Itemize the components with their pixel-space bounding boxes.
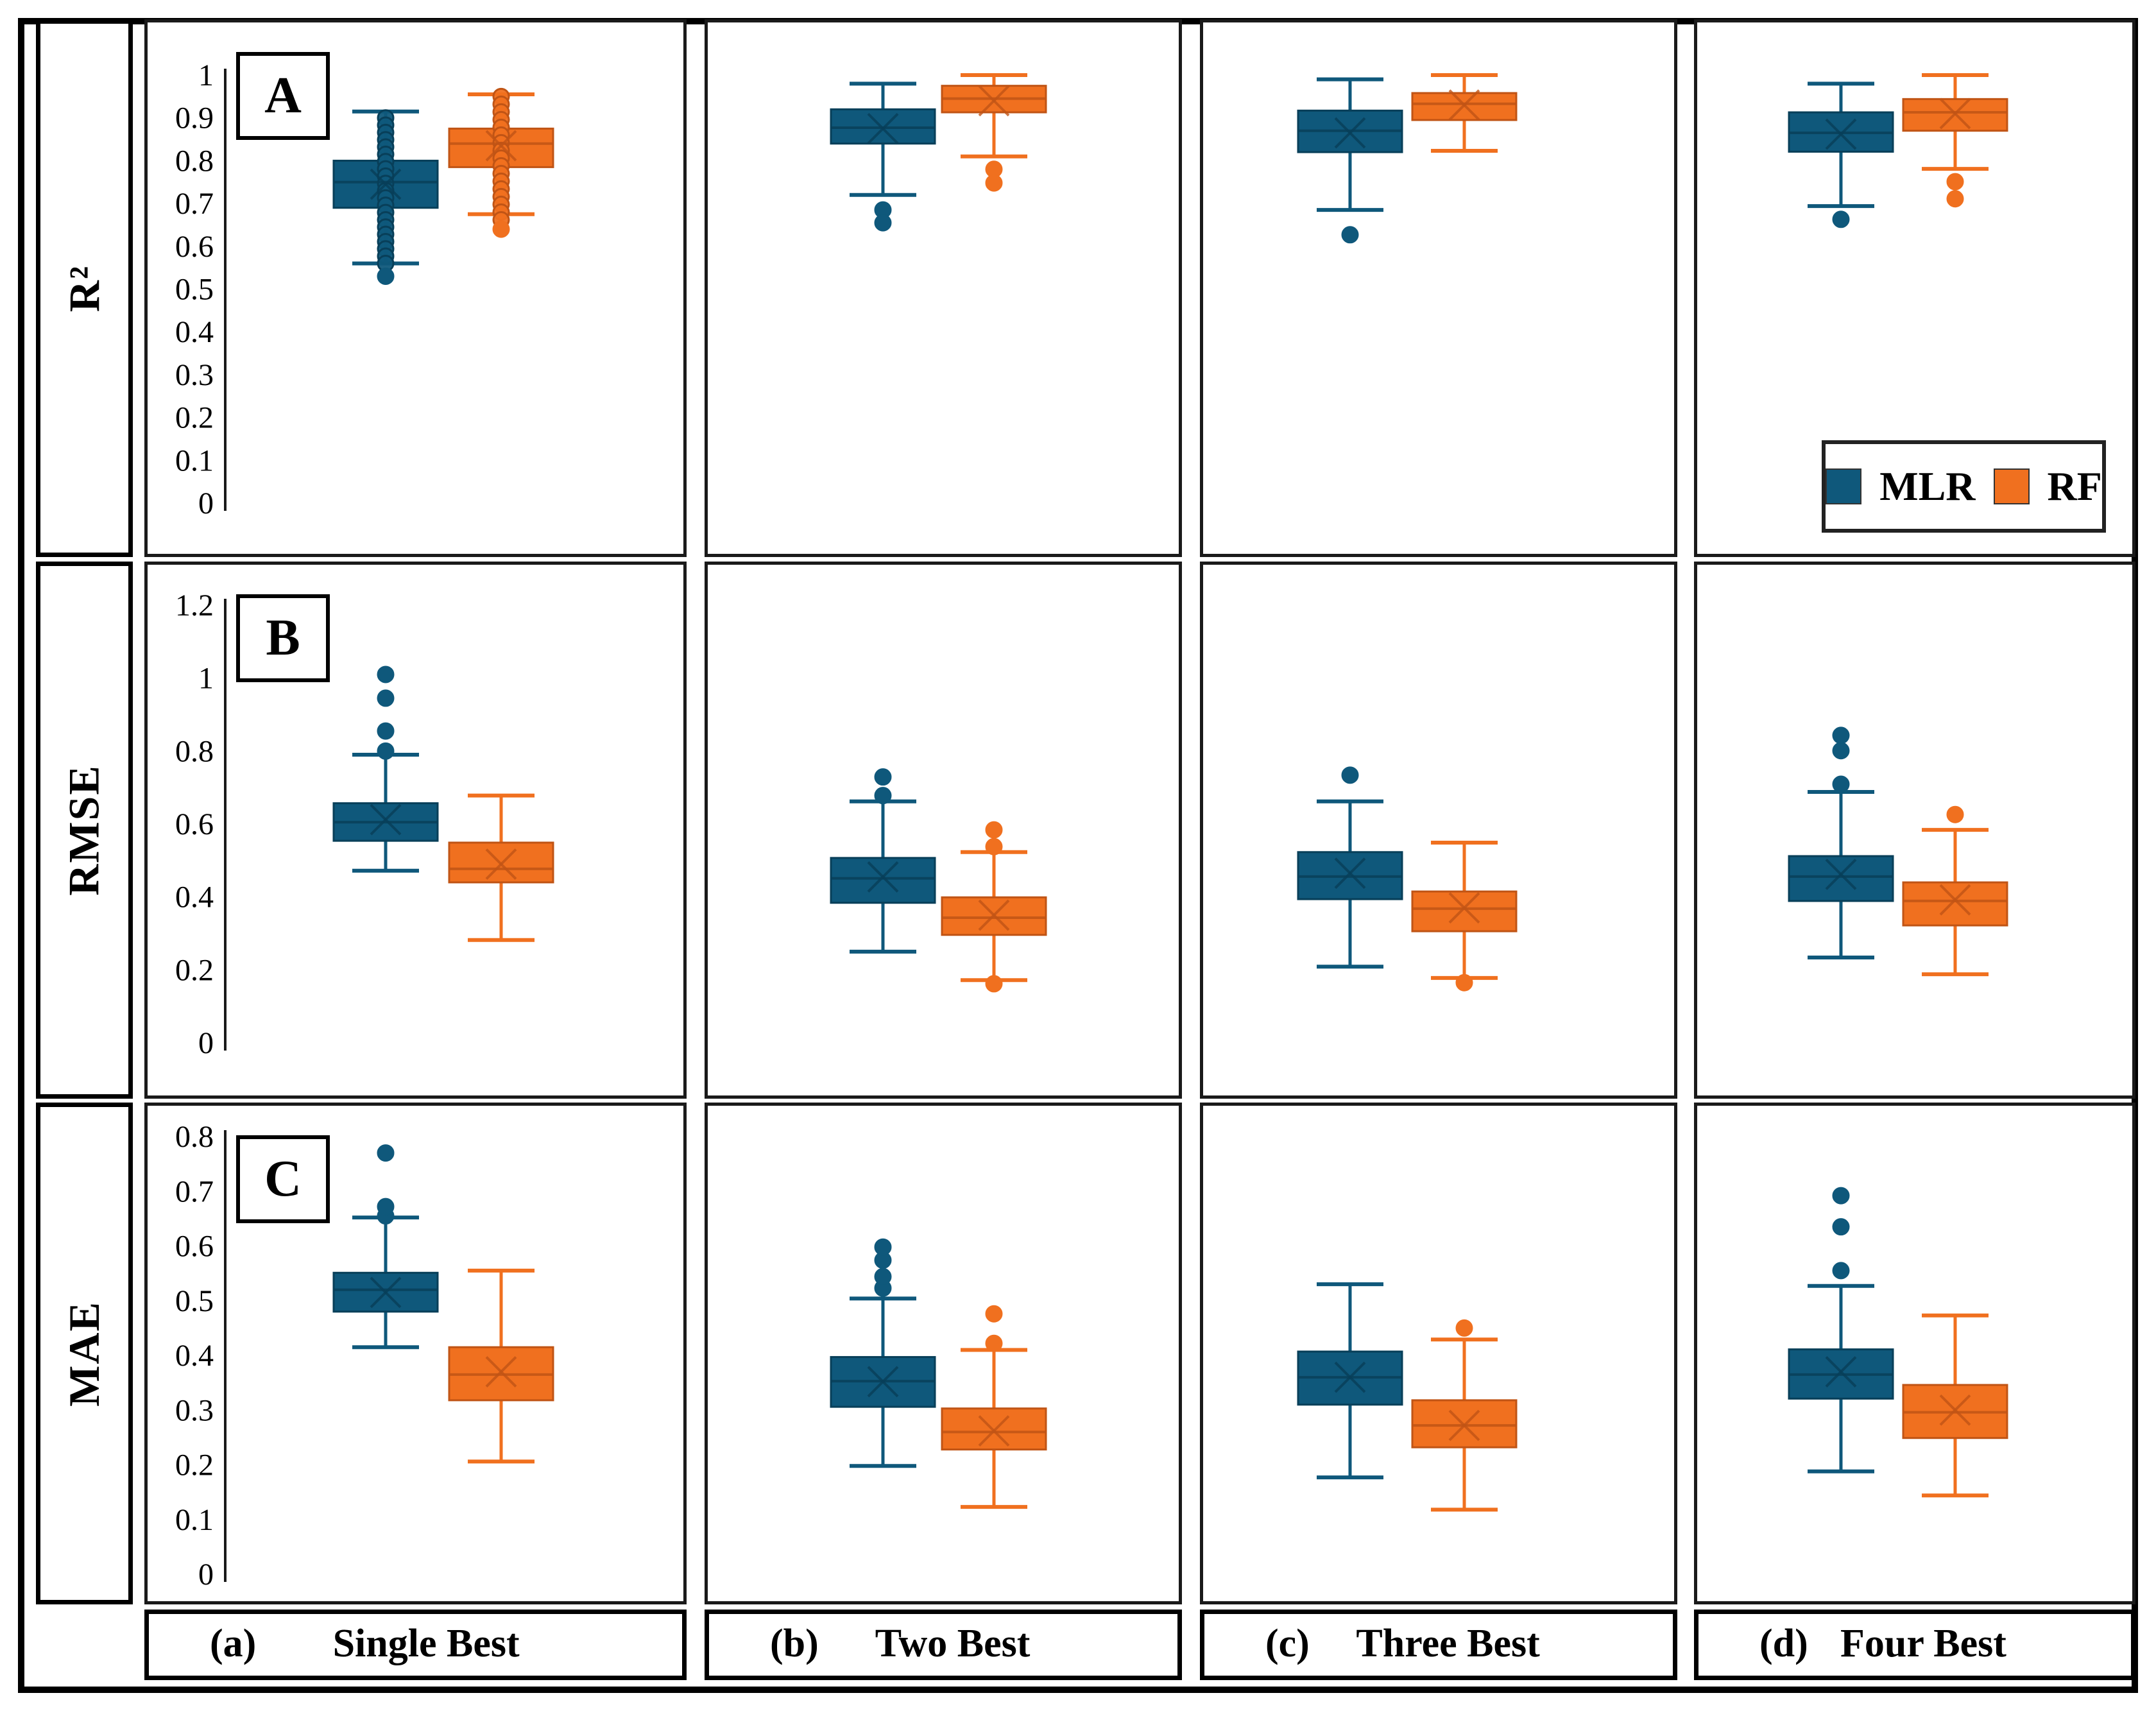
svg-text:0.2: 0.2: [175, 953, 214, 987]
legend: MLR RF: [1822, 440, 2106, 533]
svg-text:0.5: 0.5: [175, 273, 214, 307]
panel-letter-b: B: [236, 594, 330, 682]
panel-0-1: [705, 19, 1182, 557]
boxplot-mae-four-best: [1788, 1187, 2008, 1498]
svg-text:0.4: 0.4: [175, 1339, 214, 1373]
svg-text:1: 1: [198, 662, 214, 696]
panel-2-1: [705, 1103, 1182, 1604]
col-index-b: (b): [770, 1622, 819, 1666]
panel-1-2: [1200, 562, 1677, 1099]
svg-text:0.7: 0.7: [175, 187, 214, 221]
svg-text:1: 1: [198, 58, 214, 92]
svg-text:0.3: 0.3: [175, 1393, 214, 1427]
svg-text:0.4: 0.4: [175, 315, 214, 349]
col-title-four-best: Four Best: [1840, 1622, 2006, 1666]
svg-text:0.6: 0.6: [175, 230, 214, 264]
col-label-four-best: (d) Four Best: [1694, 1610, 2135, 1680]
svg-text:0.7: 0.7: [175, 1174, 214, 1208]
panel-1-1: [705, 562, 1182, 1099]
panel-2-3: [1694, 1103, 2135, 1604]
boxplot-r2-two-best: [830, 73, 1047, 232]
boxplot-mae-single-best: 0.8 0.7 0.6 0.5 0.4 0.3 0.2 0.1 0: [175, 1120, 554, 1592]
col-label-two-best: (b) Two Best: [705, 1610, 1182, 1680]
svg-text:0: 0: [198, 1026, 214, 1060]
panel-0-3: MLR RF: [1694, 19, 2135, 557]
svg-text:0.8: 0.8: [175, 1120, 214, 1154]
svg-text:0.8: 0.8: [175, 144, 214, 178]
col-title-two-best: Two Best: [875, 1622, 1031, 1666]
legend-label-mlr: MLR: [1879, 463, 1976, 509]
panel-2-2: [1200, 1103, 1677, 1604]
col-index-d: (d): [1759, 1622, 1808, 1666]
row-label-rmse: RMSE: [60, 764, 108, 896]
svg-text:0: 0: [198, 1558, 214, 1592]
boxplot-r2-single-best: 1 0.9 0.8 0.7 0.6 0.5 0.4 0.3 0.2 0.1 0: [175, 58, 554, 520]
panel-letter-c: C: [236, 1135, 330, 1223]
svg-text:0.4: 0.4: [175, 880, 214, 915]
svg-text:0.9: 0.9: [175, 101, 214, 135]
panel-1-0: B 1.2 1 0.8 0.6 0.4 0.2 0: [144, 562, 687, 1099]
panel-letter-a: A: [236, 52, 330, 140]
boxplot-rmse-single-best: 1.2 1 0.8 0.6 0.4 0.2 0: [175, 588, 554, 1060]
row-label-r2: R²: [60, 264, 108, 312]
svg-text:1.2: 1.2: [175, 588, 214, 623]
panel-1-3: [1694, 562, 2135, 1099]
panel-2-0: C 0.8 0.7 0.6 0.5 0.4 0.3 0.2 0.1 0: [144, 1103, 687, 1604]
col-title-three-best: Three Best: [1356, 1622, 1540, 1666]
row-label-cell-2: MAE: [36, 1103, 133, 1604]
svg-text:0.6: 0.6: [175, 807, 214, 841]
boxplot-rmse-four-best: [1788, 726, 2008, 977]
svg-text:0.2: 0.2: [175, 401, 214, 435]
svg-text:0.5: 0.5: [175, 1284, 214, 1318]
svg-text:0.1: 0.1: [175, 1503, 214, 1537]
boxplot-r2-three-best: [1297, 73, 1518, 244]
boxplot-mae-two-best: [830, 1238, 1047, 1509]
row-label-cell-0: R²: [36, 19, 133, 557]
boxplot-r2-four-best: [1788, 73, 2008, 228]
col-title-single-best: Single Best: [332, 1622, 520, 1666]
svg-text:0.1: 0.1: [175, 443, 214, 477]
row-label-cell-1: RMSE: [36, 562, 133, 1099]
col-label-three-best: (c) Three Best: [1200, 1610, 1677, 1680]
col-index-a: (a): [210, 1622, 257, 1666]
svg-text:0: 0: [198, 486, 214, 520]
svg-text:0.8: 0.8: [175, 734, 214, 768]
row-label-mae: MAE: [60, 1300, 108, 1407]
legend-label-rf: RF: [2047, 463, 2102, 509]
legend-swatch-rf-icon: [1993, 468, 2030, 504]
legend-swatch-mlr-icon: [1826, 468, 1862, 504]
panel-0-2: [1200, 19, 1677, 557]
col-label-single-best: (a) Single Best: [144, 1610, 687, 1680]
col-index-c: (c): [1265, 1622, 1310, 1666]
boxplot-mae-three-best: [1297, 1282, 1518, 1512]
panel-0-0: A 1 0.9 0.8 0.7 0.6 0.5 0.4 0.3 0.2 0.1 0: [144, 19, 687, 557]
svg-text:0.2: 0.2: [175, 1448, 214, 1482]
svg-text:0.6: 0.6: [175, 1230, 214, 1264]
svg-text:0.3: 0.3: [175, 358, 214, 392]
boxplot-rmse-three-best: [1297, 766, 1518, 992]
boxplot-rmse-two-best: [830, 768, 1047, 993]
